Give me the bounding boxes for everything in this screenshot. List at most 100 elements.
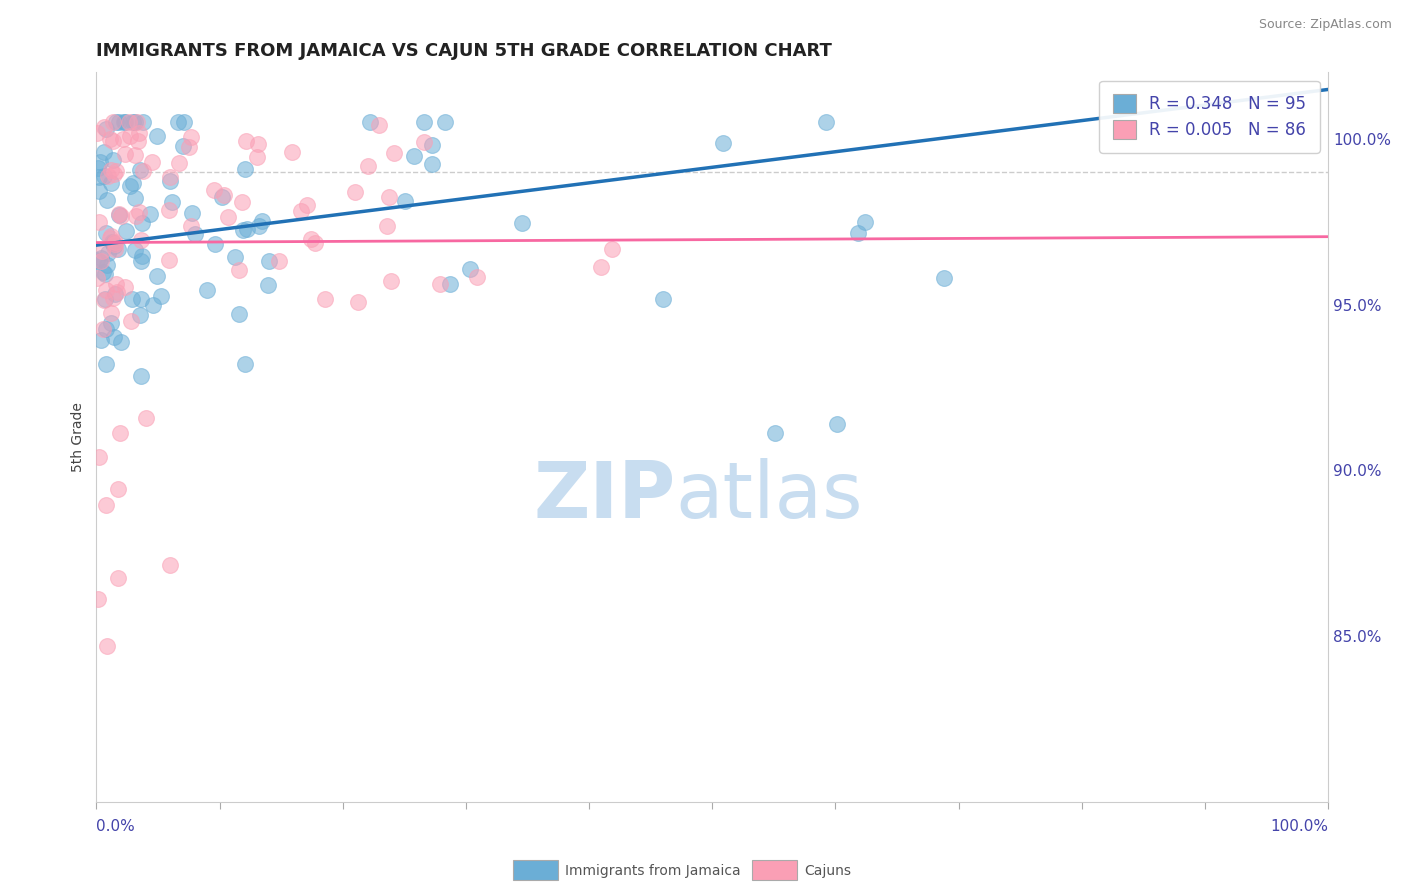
Point xyxy=(173,115,195,129)
Text: Cajuns: Cajuns xyxy=(804,863,851,878)
Point xyxy=(104,163,127,178)
Point xyxy=(429,277,451,291)
Point xyxy=(96,322,118,336)
Point xyxy=(103,134,125,148)
Point xyxy=(510,216,533,230)
Point xyxy=(97,246,120,260)
Point xyxy=(420,138,443,153)
Point xyxy=(124,191,146,205)
Point xyxy=(439,277,461,292)
Point xyxy=(235,134,257,148)
Point xyxy=(159,174,181,188)
Point xyxy=(129,254,152,268)
Point xyxy=(846,226,869,240)
Point xyxy=(141,155,163,169)
Point xyxy=(101,235,124,250)
Point xyxy=(344,186,367,200)
Point xyxy=(142,298,165,312)
Point xyxy=(87,161,110,176)
Point xyxy=(104,287,127,301)
Point xyxy=(236,222,259,236)
Text: 0.0%: 0.0% xyxy=(97,819,135,834)
Text: Immigrants from Jamaica: Immigrants from Jamaica xyxy=(565,863,741,878)
Point xyxy=(101,153,124,167)
Point xyxy=(108,207,131,221)
Point xyxy=(100,229,122,244)
Point xyxy=(96,258,118,272)
Point xyxy=(114,279,136,293)
Point xyxy=(115,223,138,237)
Point xyxy=(105,277,128,291)
Point xyxy=(89,155,111,169)
Point xyxy=(120,314,142,328)
Point xyxy=(346,295,368,310)
Point xyxy=(87,169,110,184)
Point xyxy=(290,203,312,218)
Point xyxy=(86,252,108,267)
Point xyxy=(96,283,118,297)
Point xyxy=(853,214,876,228)
Point xyxy=(114,115,136,129)
Point xyxy=(128,163,150,178)
Point xyxy=(382,146,405,161)
Point xyxy=(132,115,155,129)
Point xyxy=(600,242,623,256)
Point xyxy=(458,262,481,277)
Point xyxy=(204,237,226,252)
Point xyxy=(228,307,250,321)
Point xyxy=(87,591,110,606)
Point xyxy=(380,274,402,288)
Text: atlas: atlas xyxy=(675,458,863,533)
Point xyxy=(814,115,837,129)
Point xyxy=(93,293,115,307)
Point xyxy=(146,268,169,283)
Point xyxy=(110,334,132,349)
Point xyxy=(247,219,270,234)
Point xyxy=(252,214,274,228)
Point xyxy=(100,306,122,320)
Point xyxy=(91,264,114,278)
Point xyxy=(211,190,233,204)
Point xyxy=(711,136,734,150)
Point xyxy=(128,127,150,141)
Point xyxy=(195,284,218,298)
Point xyxy=(295,197,318,211)
Point xyxy=(159,558,181,572)
Point xyxy=(763,425,786,440)
Point xyxy=(378,190,401,204)
Point xyxy=(129,292,152,306)
Point xyxy=(420,157,443,171)
Point xyxy=(121,292,143,306)
Point xyxy=(231,195,253,210)
Point xyxy=(177,140,200,154)
Text: ZIP: ZIP xyxy=(533,458,675,533)
Point xyxy=(107,242,129,256)
Point xyxy=(100,163,122,178)
Point xyxy=(299,232,322,246)
Point xyxy=(167,156,190,170)
Text: 100.0%: 100.0% xyxy=(1270,819,1329,834)
Point xyxy=(257,254,280,268)
Point xyxy=(91,244,114,258)
Point xyxy=(280,145,302,160)
Point xyxy=(157,202,180,217)
Point xyxy=(114,147,136,161)
Point xyxy=(100,231,122,245)
Point xyxy=(131,249,153,263)
Point xyxy=(98,132,121,146)
Point xyxy=(104,236,127,251)
Point xyxy=(591,260,613,274)
Point xyxy=(131,369,153,384)
Point xyxy=(90,253,112,268)
Point xyxy=(150,289,173,303)
Point xyxy=(94,499,117,513)
Point xyxy=(465,270,488,285)
Point xyxy=(377,219,399,233)
Point xyxy=(94,121,117,136)
Point xyxy=(93,169,115,183)
Point xyxy=(97,169,120,184)
Point xyxy=(108,115,131,129)
Point xyxy=(139,207,162,221)
Point xyxy=(180,219,202,234)
Point xyxy=(413,135,436,149)
